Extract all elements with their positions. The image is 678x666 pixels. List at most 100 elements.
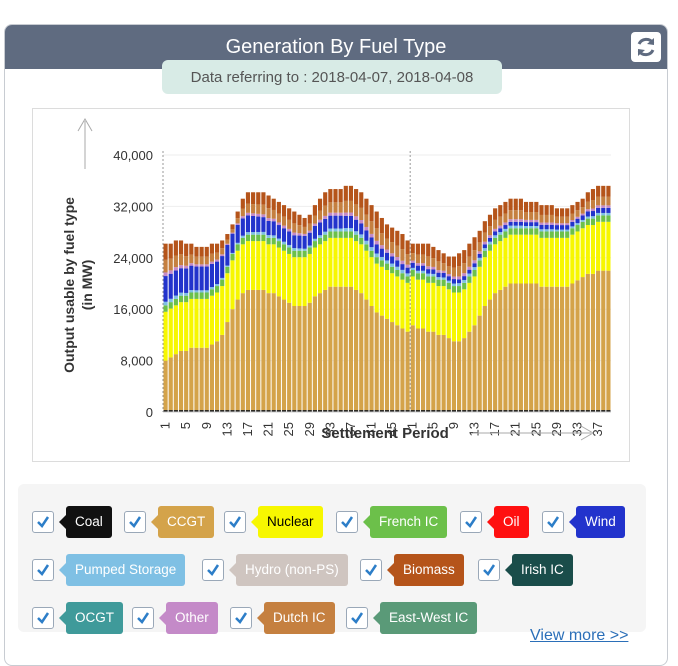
legend-item-nuclear[interactable]: Nuclear [224, 506, 323, 538]
bar-segment-coal [457, 410, 462, 412]
legend-checkbox[interactable] [230, 607, 252, 629]
bar-segment-dutch-ic [359, 207, 364, 221]
refresh-icon [637, 37, 655, 57]
bar-segment-other [384, 249, 390, 253]
x-tick-label: 5 [425, 422, 440, 429]
bar-segment-dutch-ic [477, 242, 482, 252]
legend-checkbox[interactable] [478, 559, 500, 581]
bar-segment-coal [544, 410, 549, 412]
refresh-button[interactable] [631, 32, 661, 62]
bar-segment-ccgt [446, 338, 451, 411]
legend-item-hydro-non-ps[interactable]: Hydro (non-PS) [202, 554, 348, 586]
bar-segment-pumped-storage [477, 257, 482, 261]
bar-segment-dutch-ic [230, 229, 235, 233]
bar-segment-dutch-ic [271, 209, 276, 219]
bar-segment-pumped-storage [400, 269, 405, 274]
legend-item-coal[interactable]: Coal [32, 506, 112, 538]
bar-segment-wind [523, 222, 529, 226]
bar-segment-nuclear [560, 237, 565, 287]
bar-segment-dutch-ic [580, 207, 585, 214]
bar-segment-wind [302, 235, 307, 249]
legend-item-ccgt[interactable]: CCGT [124, 506, 215, 538]
x-axis-arrowhead [580, 425, 594, 441]
bar-segment-nuclear [369, 257, 374, 306]
check-icon [351, 612, 364, 624]
bar-segment-french-ic [369, 250, 374, 258]
legend-checkbox[interactable] [542, 511, 564, 533]
bar-segment-pumped-storage [220, 277, 225, 280]
bar-segment-other [266, 218, 271, 221]
legend-checkbox[interactable] [32, 511, 54, 533]
bar-segment-other [178, 265, 184, 269]
legend-item-oil[interactable]: Oil [460, 506, 529, 538]
legend-checkbox[interactable] [32, 607, 54, 629]
bar-segment-biomass [513, 198, 518, 211]
legend-checkbox[interactable] [202, 559, 224, 581]
bar-segment-biomass [307, 214, 312, 224]
bar-segment-nuclear [184, 302, 189, 351]
legend-item-other[interactable]: Other [132, 602, 218, 634]
legend-checkbox[interactable] [460, 511, 482, 533]
bar-segment-wind [451, 279, 457, 284]
legend-label: Dutch IC [257, 602, 335, 634]
bar-segment-nuclear [240, 244, 245, 294]
legend-checkbox[interactable] [32, 559, 54, 581]
bar-segment-biomass [457, 253, 462, 267]
bar-segment-french-ic [307, 247, 312, 254]
bar-segment-nuclear [333, 237, 338, 287]
check-icon [465, 516, 478, 528]
legend-item-ocgt[interactable]: OCGT [32, 602, 123, 634]
legend-item-irish-ic[interactable]: Irish IC [478, 554, 573, 586]
bar-segment-wind [426, 269, 431, 274]
bar-segment-other [529, 219, 534, 223]
bar-segment-dutch-ic [209, 253, 214, 262]
bar-segment-other [544, 222, 549, 225]
bar-segment-french-ic [467, 276, 472, 283]
bar-segment-other [410, 260, 415, 263]
bar-segment-pumped-storage [209, 287, 214, 290]
bar-segment-french-ic [410, 270, 415, 277]
date-info: Data referring to : 2018-04-07, 2018-04-… [162, 60, 502, 94]
bar-segment-biomass [606, 185, 611, 197]
legend-label: Wind [569, 506, 625, 538]
legend-checkbox[interactable] [124, 511, 146, 533]
legend-item-wind[interactable]: Wind [542, 506, 625, 538]
bar-segment-other [256, 213, 261, 217]
legend-item-east-west-ic[interactable]: East-West IC [346, 602, 478, 634]
bar-segment-coal [493, 410, 498, 412]
view-more-link[interactable]: View more >> [530, 627, 629, 644]
bar-segment-french-ic [451, 286, 457, 293]
legend-checkbox[interactable] [336, 511, 358, 533]
legend-label: Hydro (non-PS) [229, 554, 348, 586]
bar-segment-ccgt [390, 322, 395, 411]
bar-segment-pumped-storage [374, 253, 379, 258]
legend-item-french-ic[interactable]: French IC [336, 506, 448, 538]
bar-segment-pumped-storage [225, 265, 230, 267]
legend-checkbox[interactable] [346, 607, 368, 629]
bar-segment-pumped-storage [472, 267, 477, 271]
bar-segment-coal [513, 410, 518, 412]
bar-segment-ccgt [441, 334, 446, 411]
bar-segment-nuclear [204, 298, 209, 348]
legend-checkbox[interactable] [132, 607, 154, 629]
bar-segment-nuclear [420, 279, 426, 329]
bar-segment-french-ic [204, 292, 209, 299]
legend-checkbox[interactable] [224, 511, 246, 533]
bar-segment-coal [333, 410, 338, 412]
legend-checkbox[interactable] [360, 559, 382, 581]
bar-segment-ccgt [493, 293, 498, 411]
bar-segment-wind [204, 266, 209, 291]
bar-segment-ccgt [415, 328, 420, 411]
bar-segment-dutch-ic [601, 196, 606, 206]
legend-item-dutch-ic[interactable]: Dutch IC [230, 602, 335, 634]
legend-item-pumped-storage[interactable]: Pumped Storage [32, 554, 186, 586]
bar-segment-biomass [369, 205, 374, 222]
legend-item-biomass[interactable]: Biomass [360, 554, 464, 586]
bar-segment-wind [400, 264, 405, 270]
check-icon [341, 516, 354, 528]
bar-segment-dutch-ic [523, 212, 529, 220]
bar-segment-other [173, 267, 178, 271]
bar-segment-coal [482, 410, 487, 412]
bar-segment-ccgt [487, 299, 493, 411]
bar-segment-french-ic [348, 231, 354, 238]
